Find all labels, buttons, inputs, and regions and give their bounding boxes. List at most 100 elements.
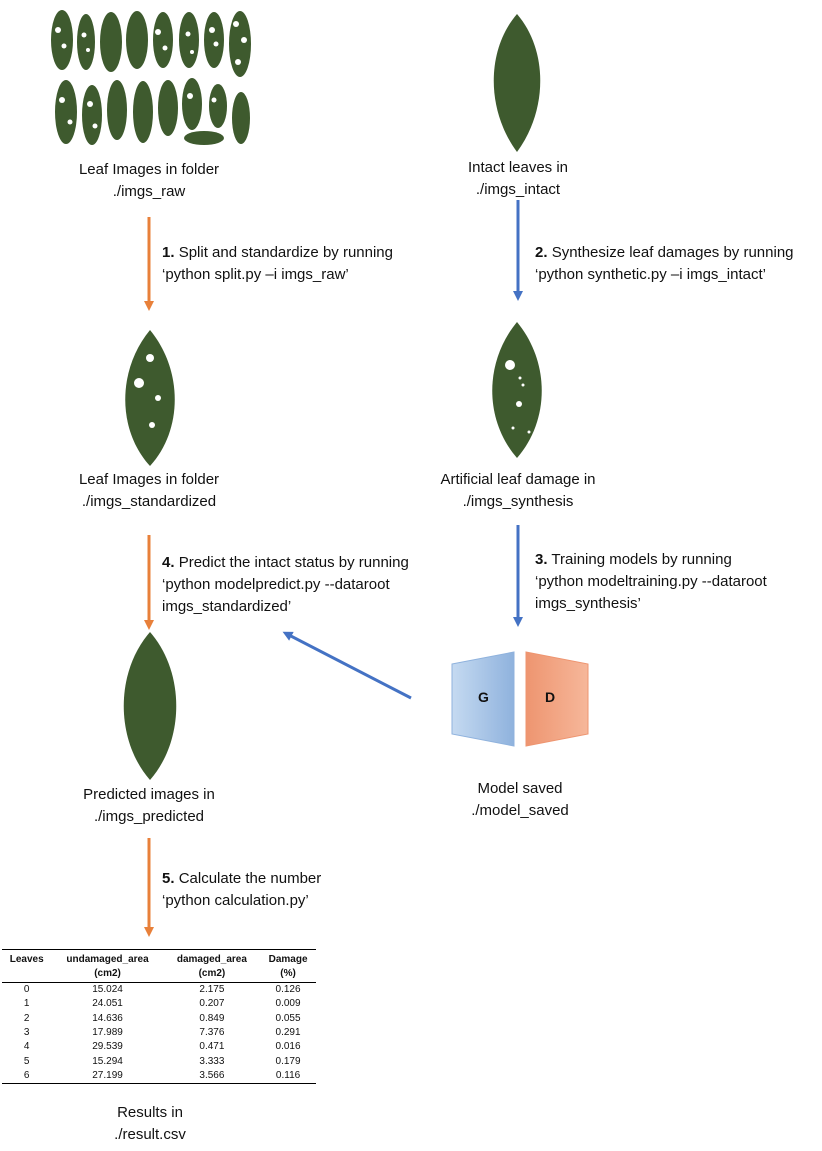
- intact-caption-line1: Intact leaves in: [467, 159, 569, 176]
- table-cell: 3: [23, 1027, 30, 1039]
- step4-text: Predict the intact status by running: [178, 554, 409, 571]
- header-leaves-unit: [2, 967, 52, 983]
- standardized-leaf-holes: [134, 354, 161, 428]
- results-caption-line1: Results in: [117, 1104, 183, 1121]
- step3-number: 3.: [535, 551, 548, 568]
- table-cell: 17.989: [92, 1027, 123, 1039]
- table-cell: 0.009: [275, 998, 301, 1010]
- table-cell: 27.199: [51, 1068, 164, 1085]
- table-row: 1 24.051 0.207 0.009: [2, 997, 316, 1011]
- step2-number: 2.: [535, 244, 548, 261]
- table-row: 6 27.199 3.566 0.116: [2, 1068, 316, 1085]
- table-cell: 0.179: [275, 1055, 301, 1067]
- step5-text: Calculate the number: [178, 870, 322, 887]
- header-leaves: Leaves: [2, 949, 52, 967]
- raw-leaves-holes: [55, 21, 247, 129]
- step2-command: ‘python synthetic.py –i imgs_intact’: [535, 266, 766, 283]
- table-cell: 14.636: [92, 1012, 123, 1024]
- table-row: 5 15.294 3.333 0.179: [2, 1054, 316, 1068]
- results-table: Leaves undamaged_area damaged_area Damag…: [2, 949, 316, 1085]
- synthesis-leaf-holes: [505, 360, 531, 434]
- table-row: 2 14.636 0.849 0.055: [2, 1012, 316, 1026]
- predicted-caption-line1: Predicted images in: [83, 786, 215, 803]
- table-cell: 2.175: [199, 984, 225, 996]
- raw-caption-line1: Leaf Images in folder: [78, 161, 220, 178]
- table-cell: 0.055: [275, 1012, 301, 1024]
- step5-number: 5.: [162, 870, 175, 887]
- discriminator-label: D: [545, 689, 556, 705]
- step1-label: 1. Split and standardize by running ‘pyt…: [162, 242, 393, 286]
- predicted-caption: Predicted images in ./imgs_predicted: [40, 784, 258, 828]
- model-caption: Model saved ./model_saved: [420, 778, 620, 822]
- step5-command: ‘python calculation.py’: [162, 892, 309, 909]
- table-cell: 0.291: [275, 1027, 301, 1039]
- table-row: 3 17.989 7.376 0.291: [2, 1026, 316, 1040]
- step4-command-line1: ‘python modelpredict.py --dataroot: [162, 576, 390, 593]
- step2-label: 2. Synthesize leaf damages by running ‘p…: [535, 242, 794, 286]
- table-cell: 0.849: [199, 1012, 225, 1024]
- table-cell: 15.294: [92, 1055, 123, 1067]
- table-cell: 2: [23, 1012, 30, 1024]
- step2-text: Synthesize leaf damages by running: [551, 244, 794, 261]
- arrow-model-to-predict: [282, 631, 412, 700]
- generator-label: G: [478, 689, 489, 705]
- step4-number: 4.: [162, 554, 175, 571]
- table-cell: 6: [2, 1068, 52, 1085]
- predicted-leaf-image: [123, 632, 177, 780]
- table-cell: 29.539: [92, 1041, 123, 1053]
- step4-label: 4. Predict the intact status by running …: [162, 552, 409, 618]
- standardized-caption-line2: ./imgs_standardized: [81, 493, 217, 510]
- table-cell: 24.051: [92, 998, 123, 1010]
- raw-leaves-image: [51, 10, 251, 145]
- table-cell: 15.024: [92, 984, 123, 996]
- synthesis-caption-line1: Artificial leaf damage in: [440, 471, 596, 488]
- results-caption-line2: ./result.csv: [114, 1126, 186, 1143]
- generator-shape: [451, 651, 515, 747]
- raw-caption: Leaf Images in folder ./imgs_raw: [40, 159, 258, 203]
- table-cell: 3.566: [163, 1068, 261, 1085]
- synthesis-caption-line2: ./imgs_synthesis: [462, 493, 574, 510]
- table-cell: 5: [23, 1055, 30, 1067]
- discriminator-shape: [525, 651, 589, 747]
- standardized-leaf-image: [125, 330, 175, 466]
- table-cell: 0.116: [260, 1068, 316, 1085]
- step3-label: 3. Training models by running ‘python mo…: [535, 549, 767, 615]
- header-damage: Damage: [260, 949, 316, 967]
- table-cell: 0.471: [199, 1041, 225, 1053]
- intact-leaf-image: [493, 14, 541, 152]
- table-cell: 0: [23, 984, 30, 996]
- header-damaged-area: damaged_area: [163, 949, 261, 967]
- intact-caption-line2: ./imgs_intact: [475, 181, 561, 198]
- step1-text: Split and standardize by running: [178, 244, 393, 261]
- synthesis-caption: Artificial leaf damage in ./imgs_synthes…: [408, 469, 628, 513]
- table-row: 0 15.024 2.175 0.126: [2, 983, 316, 998]
- table-cell: 0.126: [275, 984, 301, 996]
- table-cell: 1: [23, 998, 30, 1010]
- step1-command: ‘python split.py –i imgs_raw’: [162, 266, 349, 283]
- raw-caption-line2: ./imgs_raw: [112, 183, 186, 200]
- step3-command-line1: ‘python modeltraining.py --dataroot: [535, 573, 767, 590]
- intact-caption: Intact leaves in ./imgs_intact: [418, 157, 618, 201]
- step1-number: 1.: [162, 244, 175, 261]
- model-caption-line2: ./model_saved: [471, 802, 569, 819]
- header-undamaged-area: undamaged_area: [51, 949, 164, 967]
- step3-text: Training models by running: [551, 551, 732, 568]
- step3-command-line2: imgs_synthesis’: [535, 595, 641, 612]
- standardized-caption: Leaf Images in folder ./imgs_standardize…: [40, 469, 258, 513]
- synthesis-leaf-image: [492, 322, 542, 458]
- table-cell: 3.333: [199, 1055, 225, 1067]
- step5-label: 5. Calculate the number ‘python calculat…: [162, 868, 321, 912]
- results-caption: Results in ./result.csv: [50, 1102, 250, 1146]
- header-damaged-area-unit: (cm2): [163, 967, 261, 983]
- header-undamaged-area-unit: (cm2): [51, 967, 164, 983]
- header-damage-unit: (%): [260, 967, 316, 983]
- table-cell: 0.016: [275, 1041, 301, 1053]
- step4-command-line2: imgs_standardized’: [162, 598, 292, 615]
- predicted-caption-line2: ./imgs_predicted: [93, 808, 205, 825]
- standardized-caption-line1: Leaf Images in folder: [78, 471, 220, 488]
- table-cell: 4: [23, 1041, 30, 1053]
- table-row: 4 29.539 0.471 0.016: [2, 1040, 316, 1054]
- model-caption-line1: Model saved: [477, 780, 563, 797]
- table-cell: 7.376: [199, 1027, 225, 1039]
